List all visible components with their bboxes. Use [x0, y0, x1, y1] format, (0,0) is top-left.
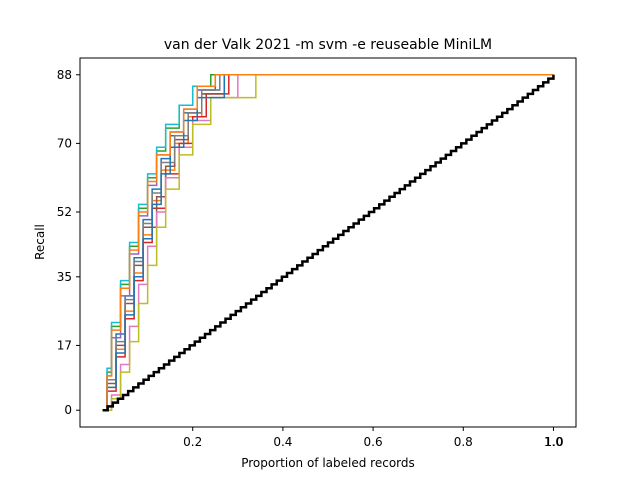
series-layer: [102, 74, 554, 411]
y-axis: 0 17 35 52 70 88: [57, 68, 80, 417]
y-tick-label: 35: [57, 270, 72, 284]
y-tick-label: 88: [57, 68, 72, 82]
y-tick-label: 17: [57, 338, 72, 352]
random-baseline-line: [102, 74, 555, 412]
recall-series-line-11: [102, 74, 554, 411]
y-tick-label: 0: [64, 403, 72, 417]
y-tick-label: 70: [57, 136, 72, 150]
x-tick-label-overlay: 1.0: [545, 435, 564, 449]
x-axis-label: Proportion of labeled records: [241, 456, 415, 470]
plot-frame: [79, 57, 577, 428]
x-tick-label: 0.4: [273, 435, 292, 449]
y-tick-label: 52: [57, 205, 72, 219]
x-tick-label: 0.6: [364, 435, 383, 449]
x-tick-label: 0.8: [454, 435, 473, 449]
recall-series-line-12: [102, 74, 554, 411]
recall-series-line-9: [102, 74, 554, 411]
x-tick-label: 0.2: [183, 435, 202, 449]
chart-title: van der Valk 2021 -m svm -e reuseable Mi…: [164, 37, 492, 53]
x-tick-label: 1.0: [544, 435, 563, 449]
random-baseline-layer: [102, 74, 555, 412]
y-axis-label: Recall: [33, 224, 47, 260]
x-axis: 0.2 0.4 0.6 0.8 1.01.0: [183, 427, 564, 449]
